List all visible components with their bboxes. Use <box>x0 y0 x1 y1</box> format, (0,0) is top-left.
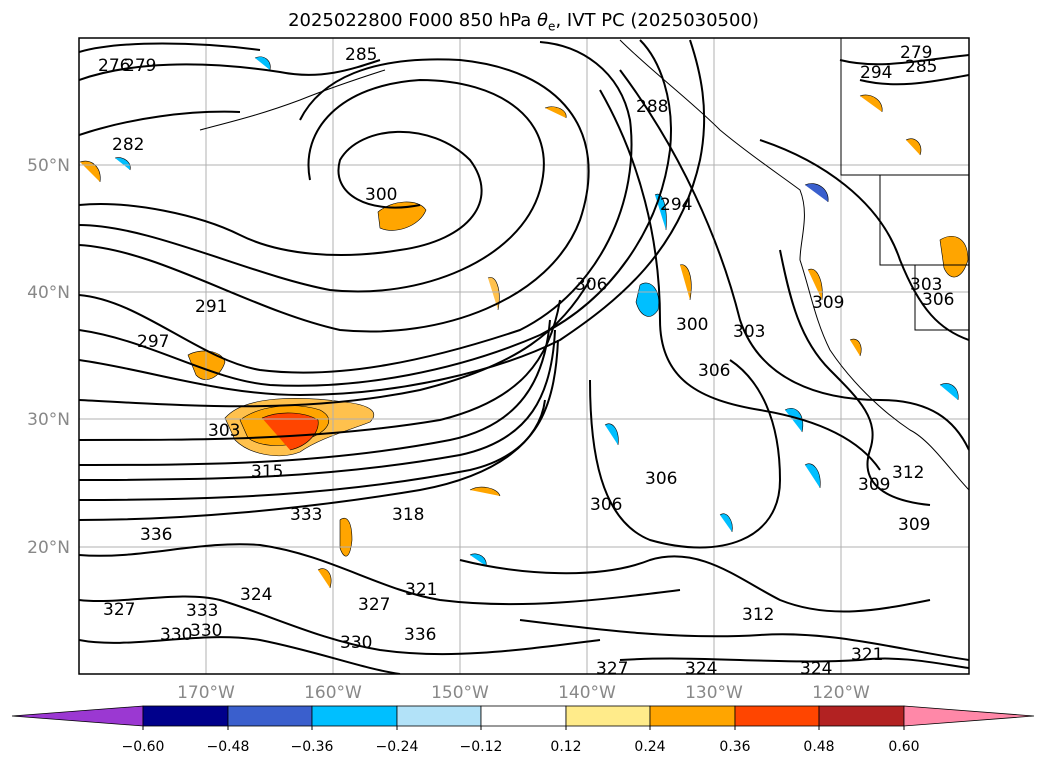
contour-label: 303 <box>733 322 765 342</box>
lon-tick-labels: 170°W 160°W 150°W 140°W 130°W 120°W <box>177 683 870 703</box>
contour-label: 327 <box>103 600 135 620</box>
contour-label: 306 <box>698 361 730 381</box>
contour-label: 279 <box>124 56 156 76</box>
colorbar <box>11 705 1035 730</box>
colorbar-tick: 0.12 <box>550 739 581 755</box>
contour-label: 306 <box>575 275 607 295</box>
colorbar-tick: 0.48 <box>803 739 834 755</box>
map-title: 2025022800 F000 850 hPa θe, IVT PC (2025… <box>288 10 759 34</box>
colorbar-tick: −0.36 <box>291 739 334 755</box>
contour-label: 300 <box>676 315 708 335</box>
contour-label: 303 <box>208 421 240 441</box>
contour-label: 333 <box>186 601 218 621</box>
colorbar-tick: 0.36 <box>719 739 750 755</box>
contour-label: 279 <box>900 43 932 63</box>
contour-label: 324 <box>800 659 832 679</box>
contour-label: 294 <box>660 195 692 215</box>
contour-label: 312 <box>892 463 924 483</box>
contour-label: 315 <box>251 462 283 482</box>
contour-label: 306 <box>590 495 622 515</box>
contour-label: 321 <box>405 580 437 600</box>
contour-label: 336 <box>404 625 436 645</box>
colorbar-tick: 0.24 <box>634 739 665 755</box>
lon-tick: 170°W <box>177 683 235 703</box>
contour-label: 306 <box>922 290 954 310</box>
lon-tick: 130°W <box>685 683 743 703</box>
lat-tick-labels: 50°N 40°N 30°N 20°N <box>27 156 70 558</box>
lat-tick: 30°N <box>27 410 70 430</box>
colorbar-tick: −0.48 <box>207 739 250 755</box>
map-frame <box>78 37 970 675</box>
contour-label: 324 <box>240 585 272 605</box>
contour-labels: 276 279 282 285 288 291 294 297 300 303 … <box>98 43 954 679</box>
colorbar-tick: −0.24 <box>376 739 419 755</box>
lon-tick: 150°W <box>431 683 489 703</box>
contour-label: 276 <box>98 56 130 76</box>
contour-label: 312 <box>742 605 774 625</box>
graticule <box>79 38 969 674</box>
contour-label: 327 <box>596 659 628 679</box>
contour-label: 330 <box>190 621 222 641</box>
contour-label: 309 <box>898 515 930 535</box>
contour-label: 306 <box>645 469 677 489</box>
contour-label: 285 <box>345 45 377 65</box>
theta-e-contours <box>79 39 969 674</box>
contour-label: 321 <box>851 645 883 665</box>
contour-label: 300 <box>365 185 397 205</box>
contour-label: 288 <box>636 97 668 117</box>
contour-label: 330 <box>160 625 192 645</box>
contour-label: 303 <box>910 275 942 295</box>
colorbar-over-arrow <box>903 705 1035 727</box>
colorbar-tick: −0.60 <box>122 739 165 755</box>
contour-label: 294 <box>860 63 892 83</box>
coastlines <box>199 38 969 491</box>
contour-label: 327 <box>358 595 390 615</box>
contour-label: 324 <box>685 659 717 679</box>
lon-tick: 140°W <box>558 683 616 703</box>
lat-tick: 40°N <box>27 283 70 303</box>
map-panel <box>79 38 969 674</box>
contour-label: 282 <box>112 135 144 155</box>
colorbar-tick: 0.60 <box>888 739 919 755</box>
contour-label: 309 <box>858 475 890 495</box>
contour-label: 330 <box>340 633 372 653</box>
contour-label: 309 <box>812 293 844 313</box>
contour-label: 318 <box>392 505 424 525</box>
lat-tick: 20°N <box>27 538 70 558</box>
lon-tick: 160°W <box>304 683 362 703</box>
lon-tick: 120°W <box>812 683 870 703</box>
contour-label: 336 <box>140 525 172 545</box>
ivt-shading <box>79 56 969 589</box>
colorbar-ticks: −0.60 −0.48 −0.36 −0.24 −0.12 0.12 0.24 … <box>122 739 920 755</box>
colorbar-under-arrow <box>11 705 144 727</box>
colorbar-tick: −0.12 <box>460 739 503 755</box>
contour-label: 333 <box>290 505 322 525</box>
lat-tick: 50°N <box>27 156 70 176</box>
contour-label: 291 <box>195 297 227 317</box>
contour-label: 285 <box>905 57 937 77</box>
contour-label: 297 <box>137 332 169 352</box>
